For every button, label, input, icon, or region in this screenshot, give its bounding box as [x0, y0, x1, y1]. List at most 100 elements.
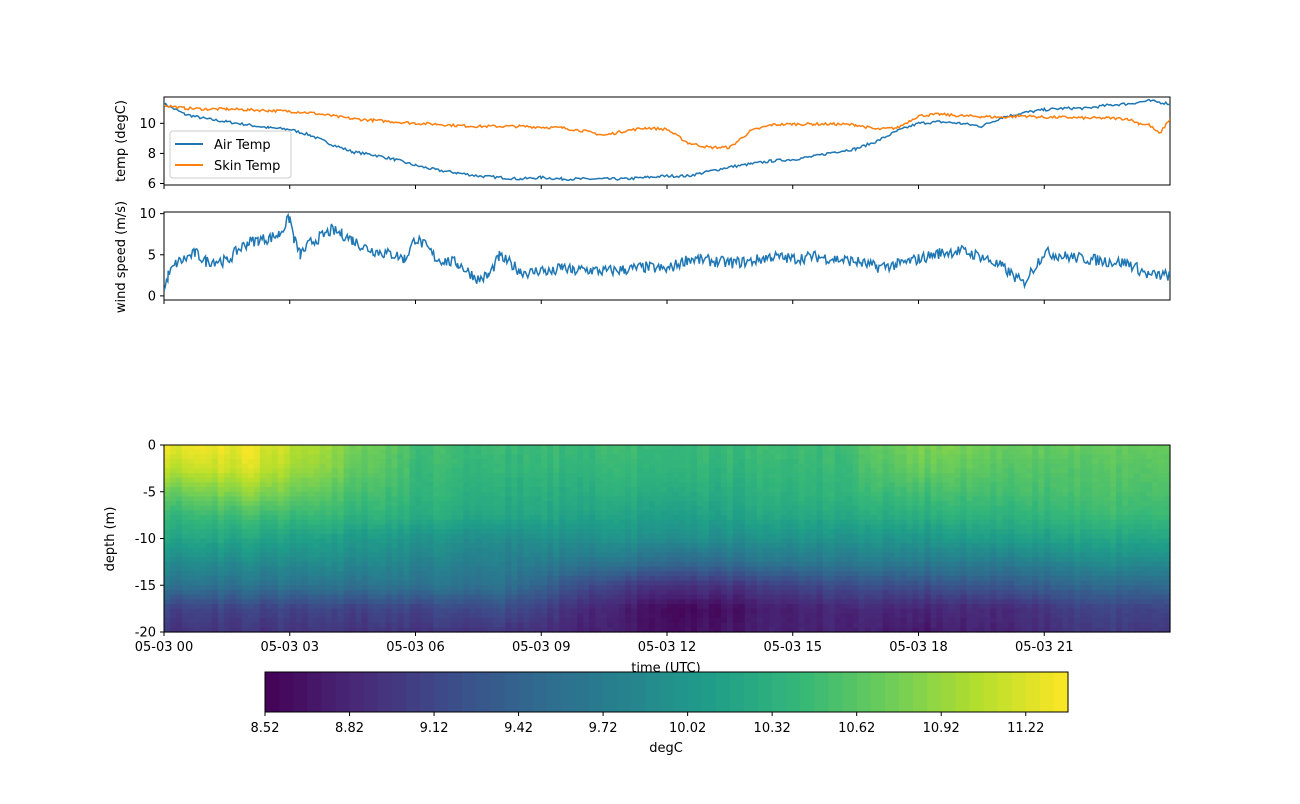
heatmap-cell: [751, 478, 758, 483]
heatmap-cell: [829, 464, 836, 469]
heatmap-cell: [481, 590, 488, 595]
heatmap-cell: [481, 459, 488, 464]
heatmap-cell: [787, 529, 794, 534]
heatmap-cell: [667, 623, 674, 628]
heatmap-cell: [625, 529, 632, 534]
heatmap-cell: [457, 548, 464, 553]
heatmap-cell: [643, 496, 650, 501]
heatmap-cell: [230, 562, 237, 567]
heatmap-cell: [344, 613, 351, 618]
heatmap-cell: [739, 576, 746, 581]
heatmap-cell: [182, 609, 189, 614]
heatmap-cell: [224, 534, 231, 539]
heatmap-cell: [523, 548, 530, 553]
heatmap-cell: [685, 576, 692, 581]
heatmap-cell: [895, 492, 902, 497]
heatmap-cell: [392, 510, 399, 515]
heatmap-cell: [427, 487, 434, 492]
heatmap-cell: [170, 581, 177, 586]
heatmap-cell: [535, 548, 542, 553]
heatmap-cell: [817, 599, 824, 604]
heatmap-cell: [871, 567, 878, 572]
heatmap-cell: [457, 539, 464, 544]
heatmap-cell: [230, 618, 237, 623]
heatmap-cell: [427, 581, 434, 586]
heatmap-cell: [350, 529, 357, 534]
heatmap-cell: [332, 459, 339, 464]
heatmap-cell: [266, 595, 273, 600]
heatmap-cell: [332, 599, 339, 604]
heatmap-cell: [859, 529, 866, 534]
heatmap-cell: [841, 454, 848, 459]
heatmap-cell: [290, 585, 297, 590]
heatmap-cell: [463, 571, 470, 576]
heatmap-cell: [541, 520, 548, 525]
heatmap-cell: [685, 506, 692, 511]
heatmap-cell: [344, 482, 351, 487]
heatmap-cell: [236, 510, 243, 515]
heatmap-cell: [439, 492, 446, 497]
heatmap-cell: [553, 487, 560, 492]
heatmap-cell: [709, 524, 716, 529]
heatmap-cell: [673, 543, 680, 548]
heatmap-cell: [583, 613, 590, 618]
heatmap-cell: [248, 548, 255, 553]
heatmap-cell: [775, 496, 782, 501]
heatmap-cell: [811, 515, 818, 520]
heatmap-cell: [577, 613, 584, 618]
heatmap-cell: [835, 524, 842, 529]
heatmap-cell: [889, 464, 896, 469]
heatmap-cell: [487, 590, 494, 595]
heatmap-cell: [733, 548, 740, 553]
heatmap-cell: [332, 613, 339, 618]
heatmap-cell: [404, 454, 411, 459]
heatmap-cell: [607, 487, 614, 492]
heatmap-cell: [715, 557, 722, 562]
heatmap-cell: [589, 609, 596, 614]
heatmap-cell: [655, 534, 662, 539]
heatmap-cell: [368, 468, 375, 473]
heatmap-cell: [290, 543, 297, 548]
heatmap-cell: [469, 585, 476, 590]
heatmap-cell: [493, 553, 500, 558]
heatmap-cell: [559, 623, 566, 628]
heatmap-cell: [847, 524, 854, 529]
heatmap-cell: [499, 459, 506, 464]
heatmap-cell: [212, 459, 219, 464]
heatmap-cell: [769, 501, 776, 506]
heatmap-cell: [248, 464, 255, 469]
heatmap-cell: [595, 567, 602, 572]
heatmap-cell: [883, 482, 890, 487]
heatmap-cell: [757, 501, 764, 506]
heatmap-cell: [499, 478, 506, 483]
heatmap-cell: [224, 585, 231, 590]
heatmap-cell: [487, 454, 494, 459]
heatmap-cell: [427, 520, 434, 525]
heatmap-cell: [883, 604, 890, 609]
heatmap-cell: [356, 543, 363, 548]
heatmap-cell: [416, 609, 423, 614]
heatmap-cell: [284, 567, 291, 572]
heatmap-cell: [727, 473, 734, 478]
heatmap-cell: [416, 553, 423, 558]
heatmap-cell: [619, 595, 626, 600]
heatmap-cell: [781, 613, 788, 618]
heatmap-cell: [799, 618, 806, 623]
heatmap-cell: [583, 445, 590, 450]
heatmap-cell: [487, 543, 494, 548]
heatmap-cell: [427, 524, 434, 529]
heatmap-cell: [451, 515, 458, 520]
heatmap-cell: [559, 585, 566, 590]
heatmap-cell: [368, 543, 375, 548]
heatmap-cell: [410, 567, 417, 572]
heatmap-cell: [841, 482, 848, 487]
heatmap-cell: [577, 487, 584, 492]
heatmap-cell: [895, 623, 902, 628]
heatmap-cell: [787, 478, 794, 483]
heatmap-cell: [835, 590, 842, 595]
heatmap-cell: [445, 501, 452, 506]
heatmap-cell: [463, 501, 470, 506]
heatmap-cell: [338, 468, 345, 473]
heatmap-cell: [817, 515, 824, 520]
y-tick-label: 5: [148, 248, 156, 263]
